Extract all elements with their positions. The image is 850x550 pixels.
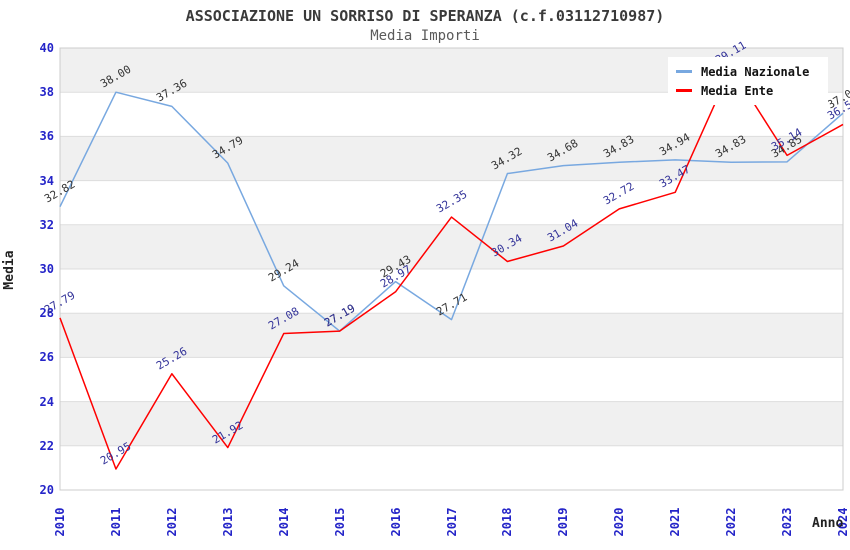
x-tick-label: 2013 [220, 507, 235, 537]
legend-swatch-nazionale-icon [676, 70, 692, 73]
plot-band [60, 269, 843, 314]
legend-label-nazionale: Media Nazionale [701, 64, 810, 79]
y-axis-title: Media [2, 250, 17, 290]
y-tick-label: 40 [39, 41, 54, 55]
plot-band [60, 224, 843, 269]
plot-band [60, 445, 843, 490]
legend-swatch-ente-icon [676, 89, 692, 92]
series-line-nazionale [59, 91, 844, 332]
legend-label-ente: Media Ente [701, 83, 774, 98]
plot-band [60, 357, 843, 402]
plot-border [59, 47, 844, 491]
y-tick-label: 24 [39, 394, 54, 409]
x-tick-label: 2015 [332, 507, 347, 537]
series-line-ente [59, 66, 844, 470]
y-tick-label: 22 [39, 438, 54, 453]
plot-band [60, 136, 843, 181]
x-tick-label: 2022 [724, 507, 739, 537]
x-tick-label: 2010 [53, 507, 67, 537]
legend-item-media-ente: Media Ente [676, 81, 820, 100]
x-tick-label: 2018 [500, 507, 515, 537]
legend: Media Nazionale Media Ente [668, 57, 828, 105]
y-tick-label: 28 [39, 306, 54, 321]
plot-band [60, 313, 843, 358]
y-tick-label: 30 [39, 262, 54, 276]
x-tick-label: 2012 [164, 507, 179, 537]
y-tick-label: 36 [39, 129, 54, 144]
chart-title: ASSOCIAZIONE UN SORRISO DI SPERANZA (c.f… [185, 7, 665, 25]
y-tick-label: 20 [39, 483, 54, 497]
x-axis-title: Anno [812, 516, 844, 531]
x-tick-label: 2023 [780, 507, 795, 537]
x-tick-label: 2021 [668, 507, 683, 537]
chart-subtitle: Media Importi [370, 28, 480, 44]
x-tick-label: 2014 [276, 507, 291, 537]
x-tick-label: 2019 [556, 507, 571, 537]
y-tick-label: 34 [39, 173, 54, 188]
y-tick-label: 38 [39, 85, 54, 100]
plot-band [60, 401, 843, 446]
x-tick-label: 2011 [108, 507, 123, 537]
x-tick-label: 2017 [444, 507, 459, 537]
legend-item-media-nazionale: Media Nazionale [676, 62, 820, 81]
y-tick-label: 26 [39, 350, 54, 365]
x-tick-label: 2016 [388, 507, 403, 537]
y-tick-label: 32 [39, 217, 54, 232]
x-tick-label: 2020 [612, 507, 627, 537]
